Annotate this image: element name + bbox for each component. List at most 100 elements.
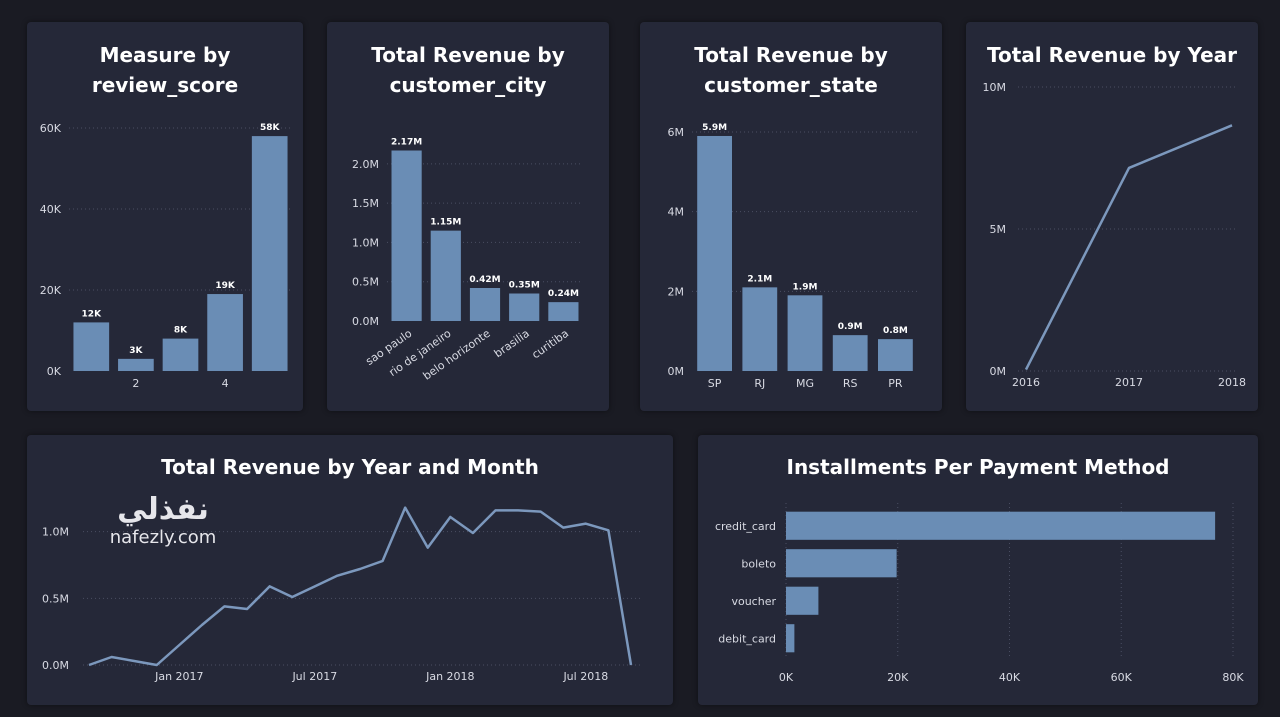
x-tick-label: Jul 2017 xyxy=(291,670,337,683)
x-tick-label: RS xyxy=(843,377,858,390)
y-tick-label: 0M xyxy=(990,365,1007,378)
data-label: 0.24M xyxy=(548,289,579,299)
x-tick-label: 40K xyxy=(999,671,1021,684)
chart-title-review-score: Measure by review_score xyxy=(27,40,303,100)
x-tick-label: 2017 xyxy=(1115,376,1143,389)
x-tick-label: 2018 xyxy=(1218,376,1246,389)
data-label: 19K xyxy=(215,281,236,291)
y-tick-label: 0.0M xyxy=(42,659,69,672)
data-label: 0.8M xyxy=(883,326,908,336)
title-line: Total Revenue by xyxy=(371,43,565,67)
y-tick-label: 60K xyxy=(40,122,62,135)
y-tick-label: 1.0M xyxy=(42,526,69,539)
revenue-by-year-chart: 0M 5M 10M 2016 2017 2018 xyxy=(983,81,1247,389)
title-line: Total Revenue by Year xyxy=(986,43,1238,67)
bar xyxy=(430,230,461,321)
bar xyxy=(207,294,243,371)
bar xyxy=(786,511,1216,540)
panel-customer-state: Total Revenue by customer_state 0M 2M 4M 6M… xyxy=(640,22,942,411)
x-tick-label: 2016 xyxy=(1012,376,1040,389)
review-score-chart: 0K 20K 40K 60K 12K 3K 2 8K 19K 4 58K xyxy=(40,122,292,390)
panel-customer-city: Total Revenue by customer_city 0.0M 0.5M 1… xyxy=(327,22,609,411)
x-tick-label: brasilia xyxy=(492,327,532,361)
y-tick-label: 2M xyxy=(668,285,685,298)
bar xyxy=(251,136,288,371)
bar xyxy=(832,335,868,371)
y-tick-label: 0.0M xyxy=(352,315,379,328)
x-tick-label: 4 xyxy=(222,377,229,390)
y-tick-label: 10M xyxy=(983,81,1007,94)
data-label: 2.1M xyxy=(747,274,772,284)
y-tick-label: 20K xyxy=(40,284,62,297)
x-tick-label: belo horizonte xyxy=(421,327,493,383)
title-line: Total Revenue by xyxy=(694,43,888,67)
y-tick-label: 0K xyxy=(47,365,62,378)
x-tick-label: MG xyxy=(796,377,814,390)
bar xyxy=(469,288,501,321)
data-label: 0.9M xyxy=(838,322,863,332)
revenue-line xyxy=(1024,124,1233,371)
bar xyxy=(391,150,422,321)
x-tick-label: Jan 2018 xyxy=(425,670,474,683)
y-tick-label: 0.5M xyxy=(42,592,69,605)
y-tick-label: 4M xyxy=(668,206,685,219)
y-category-label: boleto xyxy=(741,557,776,570)
chart-title-revenue-by-year-month: Total Revenue by Year and Month xyxy=(27,452,673,482)
bar xyxy=(786,549,897,578)
title-line: customer_city xyxy=(389,73,547,97)
panel-revenue-by-year-month: Total Revenue by Year and Month 0.0M 0.5M… xyxy=(27,435,673,705)
title-line: Installments Per Payment Method xyxy=(786,455,1170,479)
data-label: 0.42M xyxy=(469,275,500,285)
y-category-label: credit_card xyxy=(715,520,776,533)
x-tick-label: Jan 2017 xyxy=(154,670,203,683)
y-tick-label: 2.0M xyxy=(352,158,379,171)
bar xyxy=(162,338,199,371)
chart-title-customer-state: Total Revenue by customer_state xyxy=(640,40,942,100)
chart-title-installments-payment: Installments Per Payment Method xyxy=(698,452,1258,482)
title-line: customer_state xyxy=(704,73,878,97)
panel-installments-payment: Installments Per Payment Method 0K 20K 40K… xyxy=(698,435,1258,705)
panel-review-score: Measure by review_score 0K 20K 40K 60K 12K 3K… xyxy=(27,22,303,411)
x-tick-label: 2 xyxy=(132,377,139,390)
title-line: Total Revenue by Year and Month xyxy=(161,455,539,479)
bar xyxy=(786,624,795,653)
customer-state-chart: 0M 2M 4M 6M 5.9M SP 2.1M RJ 1.9M MG 0.9M RS 0.8M PR xyxy=(668,123,918,390)
panel-revenue-by-year: Total Revenue by Year 0M 5M 10M 2016 2017 201… xyxy=(966,22,1258,411)
data-label: 2.17M xyxy=(391,138,422,148)
x-tick-label: 60K xyxy=(1111,671,1133,684)
revenue-by-year-month-chart: 0.0M 0.5M 1.0M Jan 2017 Jul 2017 Jan 2018 Jul … xyxy=(42,506,642,683)
y-category-label: voucher xyxy=(731,595,776,608)
x-tick-label: SP xyxy=(708,377,722,390)
data-label: 58K xyxy=(260,123,281,133)
data-label: 8K xyxy=(174,326,188,336)
x-tick-label: curitiba xyxy=(530,327,572,362)
bar xyxy=(73,322,110,371)
title-line: review_score xyxy=(91,73,239,97)
bar xyxy=(509,293,540,321)
title-line: Measure by xyxy=(99,43,231,67)
chart-title-customer-city: Total Revenue by customer_city xyxy=(327,40,609,100)
data-label: 12K xyxy=(82,309,103,319)
data-label: 1.9M xyxy=(793,282,818,292)
y-tick-label: 0M xyxy=(668,365,685,378)
x-tick-label: 0K xyxy=(779,671,794,684)
y-tick-label: 40K xyxy=(40,203,62,216)
y-tick-label: 6M xyxy=(668,126,685,139)
y-category-label: debit_card xyxy=(718,632,776,645)
chart-title-revenue-by-year: Total Revenue by Year xyxy=(966,40,1258,70)
bar xyxy=(877,339,913,371)
x-tick-label: RJ xyxy=(754,377,765,390)
y-tick-label: 0.5M xyxy=(352,276,379,289)
x-tick-label: 20K xyxy=(887,671,909,684)
bar xyxy=(118,358,154,371)
bar xyxy=(548,302,579,321)
x-tick-label: 80K xyxy=(1222,671,1244,684)
bar xyxy=(742,287,778,371)
y-tick-label: 1.5M xyxy=(352,197,379,210)
y-tick-label: 1.0M xyxy=(352,236,379,249)
revenue-line xyxy=(88,506,633,667)
bar xyxy=(786,586,819,615)
x-tick-label: PR xyxy=(888,377,903,390)
